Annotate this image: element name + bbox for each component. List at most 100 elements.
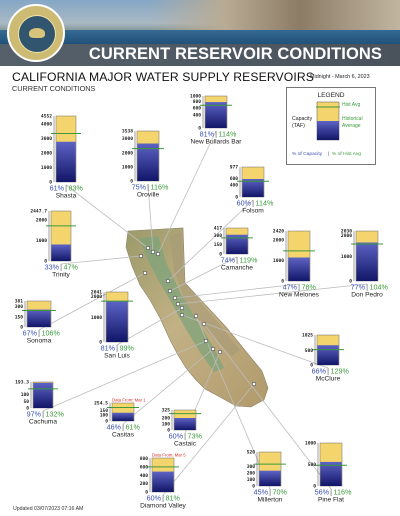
map-marker-oroville — [150, 249, 156, 255]
tick-label-diamond-valley-0: 800 — [140, 456, 149, 462]
map-marker-millerton — [193, 313, 199, 319]
pct-capacity-diamond-valley: 60% — [147, 494, 162, 503]
tick-label-don-pedro-1: 2000 — [341, 233, 352, 239]
tick-label-oroville-3: 1000 — [122, 164, 133, 170]
pct-hist-camanche: 119% — [240, 256, 258, 265]
pct-hist-trinity: 47% — [64, 263, 79, 272]
pct-hist-diamond-valley: 81% — [166, 494, 181, 503]
tick-label-casitas-2: 100 — [100, 413, 109, 419]
pct-hist-don-pedro: 104% — [370, 283, 389, 292]
tick-label-camanche-3: 0 — [219, 252, 222, 258]
callout-line-millerton — [195, 315, 271, 490]
pct-capacity-millerton: 45% — [254, 488, 269, 497]
map-marker-pine-flat — [201, 321, 207, 327]
map-marker-cachuma — [203, 338, 209, 344]
map-marker-casitas — [210, 346, 216, 352]
pct-capacity-castaic: 60% — [169, 432, 184, 441]
reservoir-name-folsom: Folsom — [242, 208, 264, 215]
tick-label-oroville-4: 0 — [130, 179, 133, 185]
tick-label-diamond-valley-4: 0 — [145, 490, 148, 496]
report-date: Midnight - March 6, 2023 — [310, 74, 370, 80]
pct-hist-oroville: 116% — [151, 183, 169, 192]
map-marker-camanche — [167, 288, 173, 294]
pct-capacity-pine-flat: 56% — [315, 488, 330, 497]
callout-line-sonoma — [38, 272, 146, 331]
reservoir-name-casitas: Casitas — [112, 432, 135, 439]
tick-label-sonoma-2: 150 — [15, 314, 24, 320]
banner-photo-water — [0, 30, 400, 46]
pct-capacity-new-bullards-bar: 81% — [200, 130, 215, 139]
tick-label-shasta-0: 4552 — [41, 114, 52, 120]
tick-label-casitas-3: 0 — [105, 419, 108, 425]
storage-bar-diamond-valley — [152, 471, 174, 492]
tick-label-castaic-3: 0 — [167, 428, 170, 434]
pct-separator-castaic: | — [184, 432, 186, 441]
storage-bar-shasta — [56, 141, 76, 182]
tick-label-folsom-2: 400 — [230, 182, 239, 188]
reservoir-mcclure: 1025 500 066% | 129%McClure — [302, 333, 350, 383]
pct-hist-cachuma: 132% — [46, 410, 65, 419]
tick-label-san-luis-1: 2000 — [91, 294, 102, 300]
reservoir-name-oroville: Oroville — [137, 192, 160, 199]
pct-capacity-cachuma: 97% — [27, 410, 42, 419]
pct-separator-shasta: | — [65, 184, 67, 193]
reservoir-diamond-valley: 800 600 400 200 060% | 81%Diamond Valley Data F… — [140, 453, 187, 510]
callout-line-shasta — [65, 184, 149, 249]
pct-capacity-folsom: 60% — [237, 199, 252, 208]
tick-label-camanche-0: 417 — [214, 226, 223, 232]
tick-label-new-melones-0: 2420 — [273, 229, 284, 235]
tick-label-diamond-valley-3: 200 — [140, 481, 149, 487]
tick-label-new-melones-3: 0 — [281, 279, 284, 285]
tick-label-sonoma-0: 381 — [15, 299, 24, 305]
reservoir-markers — [138, 245, 257, 387]
storage-bar-new-bullards-bar — [205, 102, 227, 128]
callout-line-don-pedro — [177, 283, 368, 305]
dwr-seal-logo — [7, 4, 65, 62]
pct-separator-sonoma: | — [38, 329, 40, 338]
reservoir-name-mcclure: McClure — [316, 376, 341, 383]
tick-label-don-pedro-3: 0 — [349, 279, 352, 285]
pct-capacity-new-melones: 47% — [283, 283, 298, 292]
tick-label-mcclure-0: 1025 — [302, 333, 313, 339]
tick-label-san-luis-2: 1000 — [91, 315, 102, 321]
pct-hist-millerton: 70% — [273, 488, 288, 497]
tick-label-new-bullards-bar-4: 0 — [198, 126, 201, 132]
tick-label-cachuma-2: 50 — [23, 399, 29, 405]
callout-line-diamond-valley — [162, 383, 255, 496]
data-note-diamond-valley: Data From: Mar 5 — [152, 453, 186, 458]
tick-label-oroville-1: 3000 — [122, 136, 133, 142]
legend-box: LEGEND Capacity (TAF) Hist Avg Historica… — [286, 87, 376, 165]
tick-label-cachuma-1: 100 — [21, 392, 30, 398]
pct-hist-mcclure: 129% — [331, 367, 350, 376]
storage-bar-castaic — [174, 418, 196, 430]
reservoir-pine-flat: 1000 500 056% | 116%Pine Flat — [305, 441, 352, 504]
map-marker-shasta — [145, 245, 151, 251]
storage-bar-casitas — [112, 412, 134, 421]
tick-label-camanche-1: 300 — [214, 233, 223, 239]
reservoir-trinity: 2447.7 2000 1000 033% | 47%Trinity — [30, 209, 78, 279]
seal-inner-icon — [18, 15, 56, 53]
pct-hist-castaic: 73% — [188, 432, 203, 441]
tick-label-castaic-1: 200 — [162, 415, 171, 421]
storage-bar-new-melones — [288, 257, 310, 281]
map-marker-diamond-valley — [251, 381, 257, 387]
tick-label-new-melones-2: 1000 — [273, 258, 284, 264]
pct-separator-camanche: | — [236, 256, 238, 265]
pct-separator-millerton: | — [269, 488, 271, 497]
pct-capacity-shasta: 61% — [50, 184, 65, 193]
data-note-casitas: Data From: Mar 1 — [112, 398, 146, 403]
reservoir-name-castaic: Castaic — [174, 441, 197, 448]
tick-label-mcclure-2: 0 — [310, 363, 313, 369]
pct-separator-diamond-valley: | — [162, 494, 164, 503]
reservoir-name-camanche: Camanche — [221, 265, 253, 272]
map-marker-san-luis — [179, 305, 185, 311]
pct-capacity-sonoma: 67% — [23, 329, 38, 338]
